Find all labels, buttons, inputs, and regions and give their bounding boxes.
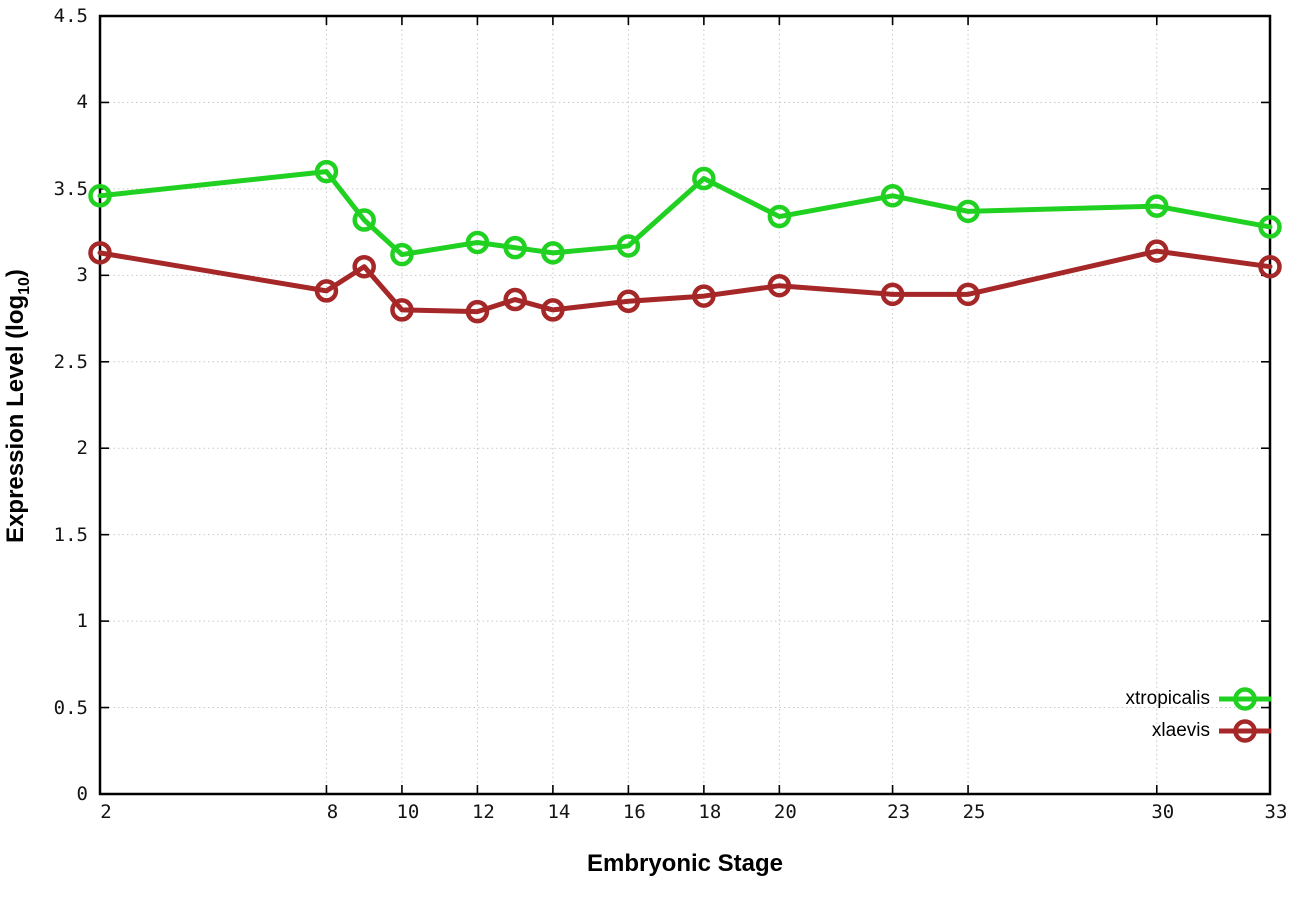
x-tick-label: 25 [962,801,986,823]
x-tick-label: 8 [326,801,339,823]
data-point-xlaevis-stage-9 [352,254,376,279]
data-point-xlaevis-stage-18 [692,284,716,308]
data-point-xtropicalis-stage-10 [390,242,414,267]
data-point-xlaevis-stage-16 [616,289,641,314]
x-tick-label: 33 [1264,801,1288,823]
x-axis-title: Embryonic Stage [586,850,784,877]
data-point-xtropicalis-stage-20 [767,204,792,229]
legend-label-xtropicalis: xtropicalis [1125,688,1210,709]
x-tick-label: 12 [471,801,495,823]
data-point-xtropicalis-stage-13 [503,235,527,260]
legend-marker-xtropicalis [1219,687,1271,711]
data-point-xlaevis-stage-13 [503,287,527,312]
data-point-xlaevis-stage-20 [767,273,792,298]
x-tick-label: 30 [1151,801,1175,823]
data-point-xlaevis-stage-25 [956,282,980,307]
legend-row-xlaevis: xlaevis [1126,715,1271,747]
x-tick-label: 10 [396,801,420,823]
plot-border [98,14,1272,796]
series-line-xlaevis [97,248,1273,315]
x-tick-label: 20 [773,801,797,823]
data-point-xlaevis-stage-23 [880,282,905,307]
legend-row-xtropicalis: xtropicalis [1126,683,1271,715]
data-point-xtropicalis-stage-30 [1145,194,1169,218]
data-point-xlaevis-stage-14 [541,298,565,322]
data-point-xtropicalis-stage-2 [88,184,112,208]
y-tick-label: 2.5 [53,350,88,373]
y-axis-title-text: Expression Level (log [2,294,29,543]
y-tick-label: 3.5 [53,177,88,200]
data-point-xtropicalis-stage-14 [541,241,565,265]
data-point-xlaevis-stage-33 [1258,254,1282,279]
data-point-xlaevis-stage-8 [314,279,339,303]
y-tick-label: 1 [76,610,88,633]
y-tick-label: 4 [76,91,88,114]
legend-label-xlaevis: xlaevis [1151,720,1210,741]
data-point-xtropicalis-stage-12 [465,230,490,255]
x-tick-label: 23 [887,801,911,823]
data-point-xtropicalis-stage-25 [956,199,980,224]
y-tick-label: 2 [76,437,88,460]
y-tick-label: 4.5 [53,5,88,27]
legend-marker-xlaevis [1219,719,1271,743]
y-tick-label: 1.5 [53,523,88,546]
y-tick-label: 0 [76,783,88,805]
data-point-xlaevis-stage-2 [88,241,112,265]
data-point-xtropicalis-stage-8 [314,159,339,184]
data-point-xlaevis-stage-30 [1145,239,1169,263]
x-tick-label: 2 [100,801,112,823]
data-point-xlaevis-stage-10 [390,298,414,322]
data-point-xtropicalis-stage-18 [692,166,716,191]
data-point-xtropicalis-stage-9 [352,208,376,232]
data-point-xtropicalis-stage-23 [880,184,905,208]
y-tick-label: 0.5 [53,696,88,719]
data-point-xtropicalis-stage-16 [616,234,641,258]
series-line-xtropicalis [97,169,1273,258]
y-axis-title: Expression Level (log10) [1,190,33,622]
data-point-xlaevis-stage-12 [465,299,490,324]
x-tick-label: 16 [622,801,646,823]
data-point-xtropicalis-stage-33 [1258,215,1282,239]
x-tick-label: 18 [698,801,722,823]
y-tick-label: 3 [76,264,88,287]
legend: xtropicalis xlaevis [1126,683,1271,747]
x-tick-label: 14 [547,801,571,823]
